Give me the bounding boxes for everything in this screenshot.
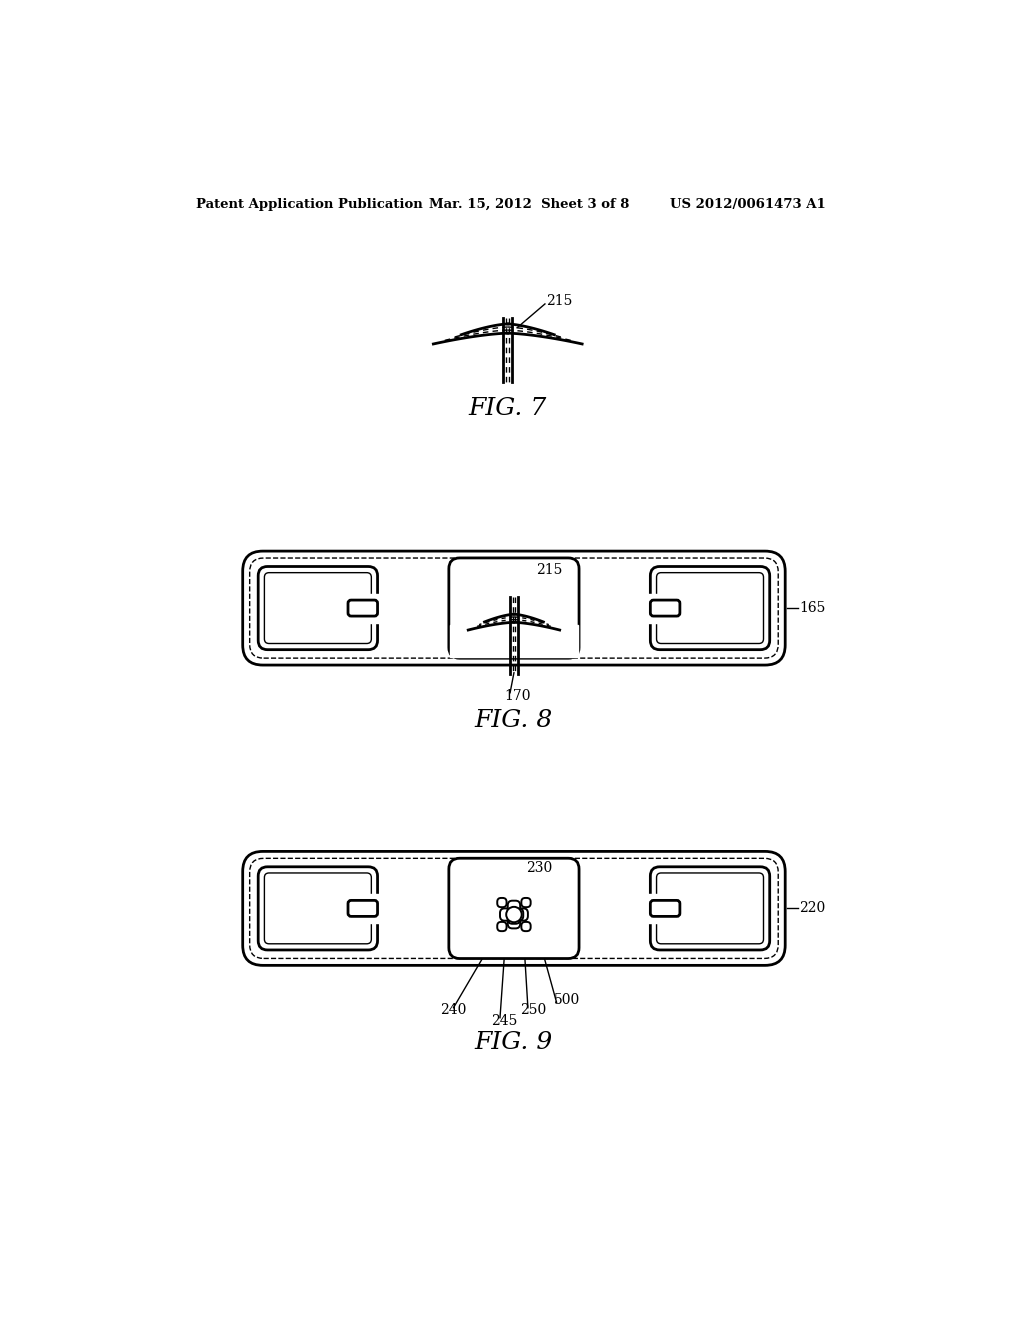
FancyBboxPatch shape xyxy=(449,558,579,659)
Text: 250: 250 xyxy=(520,1003,547,1016)
Text: Mar. 15, 2012  Sheet 3 of 8: Mar. 15, 2012 Sheet 3 of 8 xyxy=(429,198,629,211)
Bar xyxy=(324,894,381,923)
FancyBboxPatch shape xyxy=(508,900,520,924)
Text: FIG. 9: FIG. 9 xyxy=(475,1031,553,1053)
Text: 170: 170 xyxy=(505,689,531,702)
Text: 220: 220 xyxy=(799,902,825,915)
Bar xyxy=(646,594,705,623)
FancyBboxPatch shape xyxy=(348,601,378,616)
Text: Patent Application Publication: Patent Application Publication xyxy=(197,198,423,211)
Text: 230: 230 xyxy=(525,862,552,875)
FancyBboxPatch shape xyxy=(505,908,528,921)
Bar xyxy=(451,624,578,656)
FancyBboxPatch shape xyxy=(656,573,764,644)
FancyBboxPatch shape xyxy=(508,906,520,928)
Circle shape xyxy=(506,907,521,923)
FancyBboxPatch shape xyxy=(656,873,764,944)
Text: 215: 215 xyxy=(536,564,562,577)
Bar xyxy=(324,594,381,623)
FancyBboxPatch shape xyxy=(521,921,530,931)
FancyBboxPatch shape xyxy=(258,566,378,649)
FancyBboxPatch shape xyxy=(498,898,507,907)
FancyBboxPatch shape xyxy=(258,867,378,950)
FancyBboxPatch shape xyxy=(500,908,523,921)
Text: 240: 240 xyxy=(440,1003,467,1016)
FancyBboxPatch shape xyxy=(243,552,785,665)
FancyBboxPatch shape xyxy=(264,873,372,944)
FancyBboxPatch shape xyxy=(521,898,530,907)
FancyBboxPatch shape xyxy=(348,900,378,916)
FancyBboxPatch shape xyxy=(498,921,507,931)
Text: 165: 165 xyxy=(799,601,825,615)
Text: US 2012/0061473 A1: US 2012/0061473 A1 xyxy=(671,198,826,211)
FancyBboxPatch shape xyxy=(243,851,785,965)
Bar xyxy=(646,894,705,923)
FancyBboxPatch shape xyxy=(650,900,680,916)
Text: FIG. 8: FIG. 8 xyxy=(475,709,553,733)
Text: 215: 215 xyxy=(547,294,572,308)
FancyBboxPatch shape xyxy=(264,573,372,644)
FancyBboxPatch shape xyxy=(449,858,579,958)
Text: 245: 245 xyxy=(490,1014,517,1028)
FancyBboxPatch shape xyxy=(650,867,770,950)
Text: 500: 500 xyxy=(554,993,581,1007)
Text: FIG. 7: FIG. 7 xyxy=(469,397,547,420)
FancyBboxPatch shape xyxy=(650,566,770,649)
FancyBboxPatch shape xyxy=(650,601,680,616)
